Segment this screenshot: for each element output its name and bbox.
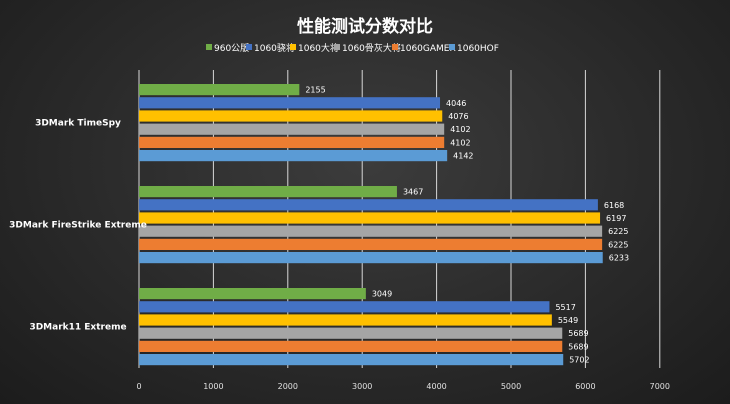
bar-0-4 bbox=[139, 136, 445, 148]
legend-label-3: 1060骨灰大将 bbox=[342, 42, 401, 54]
data-labels: 2155 4046 4076 4102 4102 4142 3467 6168 6197 6225… bbox=[305, 86, 629, 365]
bar-1-0 bbox=[139, 186, 397, 198]
legend-label-5: 1060HOF bbox=[457, 44, 499, 54]
bar-0-0 bbox=[139, 84, 300, 96]
bar-1-2 bbox=[139, 212, 601, 224]
category-label-0: 3DMark TimeSpy bbox=[35, 119, 121, 129]
data-label-0-0: 2155 bbox=[305, 86, 325, 95]
bar-2-3 bbox=[139, 327, 563, 339]
x-tick-label-6: 6000 bbox=[575, 382, 595, 391]
data-label-0-2: 4076 bbox=[448, 112, 468, 121]
bar-1-5 bbox=[139, 252, 603, 264]
bar-0-3 bbox=[139, 123, 445, 135]
legend-label-4: 1060GAMER bbox=[400, 44, 456, 54]
data-label-0-3: 4102 bbox=[450, 125, 470, 134]
legend-swatch-5 bbox=[449, 44, 455, 50]
data-label-1-3: 6225 bbox=[608, 227, 628, 236]
bar-1-4 bbox=[139, 238, 603, 250]
data-label-2-2: 5549 bbox=[558, 316, 578, 325]
legend-swatch-4 bbox=[392, 44, 398, 50]
bars bbox=[139, 84, 603, 366]
data-label-1-0: 3467 bbox=[403, 188, 423, 197]
category-label-1: 3DMark FireStrike Extreme bbox=[9, 221, 147, 231]
legend-label-1: 1060骁将 bbox=[254, 42, 295, 54]
legend-swatch-0 bbox=[206, 44, 212, 50]
x-tick-label-2: 2000 bbox=[278, 382, 298, 391]
x-tick-label-0: 0 bbox=[136, 382, 141, 391]
legend: 960公版 1060骁将 1060大将 1060骨灰大将 1060GAMER 1060HO… bbox=[206, 42, 499, 54]
chart-title: 性能测试分数对比 bbox=[297, 16, 433, 37]
data-label-2-1: 5517 bbox=[555, 303, 575, 312]
x-tick-label-3: 3000 bbox=[352, 382, 372, 391]
x-tick-label-7: 7000 bbox=[650, 382, 670, 391]
data-label-1-1: 6168 bbox=[604, 201, 624, 210]
x-axis-ticks: 0 1000 2000 3000 4000 5000 6000 7000 bbox=[136, 382, 670, 391]
data-label-1-5: 6233 bbox=[609, 254, 629, 263]
legend-swatch-3 bbox=[334, 44, 340, 50]
data-label-1-4: 6225 bbox=[608, 240, 628, 249]
bar-2-1 bbox=[139, 301, 550, 313]
data-label-2-5: 5702 bbox=[569, 356, 589, 365]
x-tick-label-1: 1000 bbox=[203, 382, 223, 391]
bar-0-1 bbox=[139, 97, 441, 109]
category-label-2: 3DMark11 Extreme bbox=[29, 323, 126, 333]
bar-2-0 bbox=[139, 288, 366, 300]
data-label-0-5: 4142 bbox=[453, 152, 473, 161]
legend-swatch-2 bbox=[290, 44, 296, 50]
legend-swatch-1 bbox=[246, 44, 252, 50]
bar-2-5 bbox=[139, 354, 564, 366]
x-tick-label-4: 4000 bbox=[426, 382, 446, 391]
data-label-2-0: 3049 bbox=[372, 290, 392, 299]
data-label-0-1: 4046 bbox=[446, 99, 466, 108]
data-label-2-3: 5689 bbox=[568, 329, 588, 338]
bar-2-4 bbox=[139, 340, 563, 352]
bar-1-3 bbox=[139, 225, 603, 237]
x-tick-label-5: 5000 bbox=[501, 382, 521, 391]
data-label-1-2: 6197 bbox=[606, 214, 626, 223]
legend-label-0: 960公版 bbox=[214, 42, 249, 54]
legend-label-2: 1060大将 bbox=[298, 42, 339, 54]
bar-0-5 bbox=[139, 150, 448, 162]
category-labels: 3DMark TimeSpy 3DMark FireStrike Extreme 3… bbox=[9, 119, 147, 333]
data-label-2-4: 5689 bbox=[568, 342, 588, 351]
bar-0-2 bbox=[139, 110, 443, 122]
bar-1-1 bbox=[139, 199, 598, 211]
data-label-0-4: 4102 bbox=[450, 138, 470, 147]
bar-2-2 bbox=[139, 314, 552, 326]
